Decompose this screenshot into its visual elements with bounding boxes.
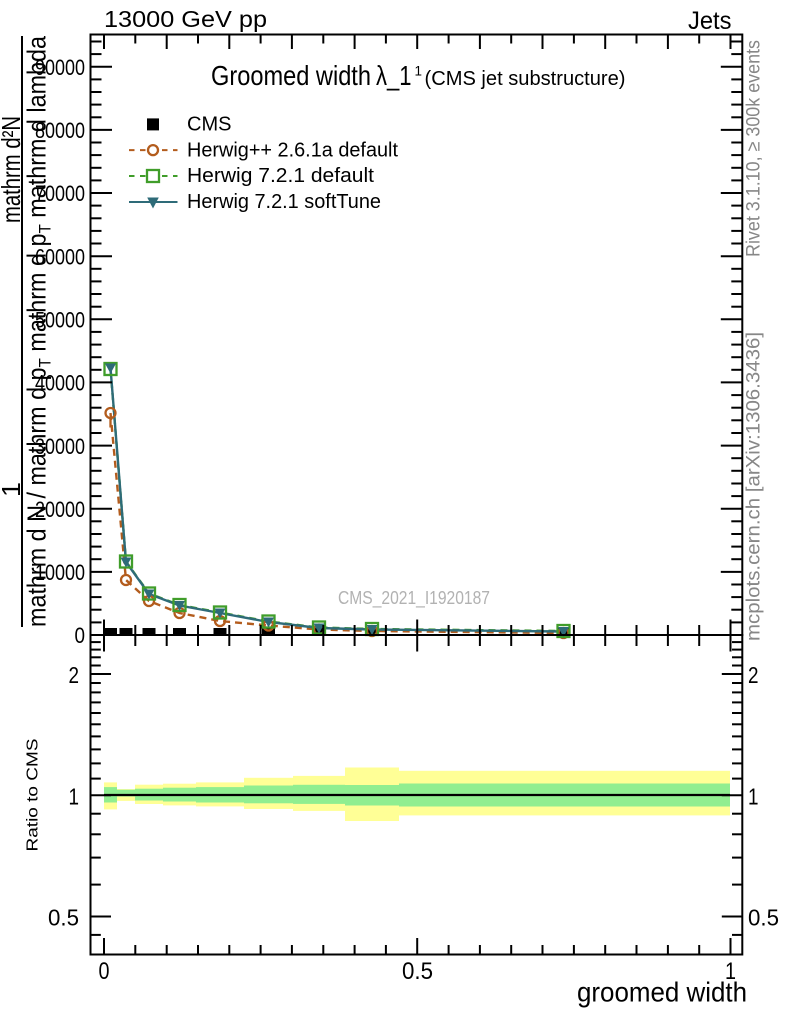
svg-text:0: 0 <box>99 958 110 985</box>
svg-text:CMS_2021_I1920187: CMS_2021_I1920187 <box>338 588 490 609</box>
svg-text:Herwig 7.2.1 softTune: Herwig 7.2.1 softTune <box>187 191 381 213</box>
svg-text:2: 2 <box>69 662 80 688</box>
svg-text:groomed width: groomed width <box>577 977 747 1008</box>
svg-text:80000: 80000 <box>35 118 85 143</box>
svg-text:10000: 10000 <box>35 560 85 585</box>
svg-text:1: 1 <box>725 958 736 985</box>
svg-text:Jets: Jets <box>688 7 732 35</box>
svg-text:λ_1: λ_1 <box>376 60 412 91</box>
svg-text:Groomed width: Groomed width <box>211 60 371 91</box>
svg-text:70000: 70000 <box>35 181 85 206</box>
svg-text:0.5: 0.5 <box>48 905 79 931</box>
svg-text:1: 1 <box>69 783 80 809</box>
svg-text:30000: 30000 <box>35 434 85 459</box>
svg-text:0.5: 0.5 <box>748 905 779 931</box>
svg-text:(CMS jet substructure): (CMS jet substructure) <box>425 68 626 90</box>
svg-text:13000 GeV pp: 13000 GeV pp <box>104 6 267 32</box>
svg-text:mathrm d N / mathrm d pT mathr: mathrm d N / mathrm d pT mathrm d pT mat… <box>22 36 55 627</box>
svg-text:Rivet 3.1.10, ≥ 300k events: Rivet 3.1.10, ≥ 300k events <box>744 40 765 257</box>
svg-text:1: 1 <box>415 63 423 79</box>
svg-text:2: 2 <box>748 662 759 688</box>
svg-text:1: 1 <box>748 783 759 809</box>
svg-text:20000: 20000 <box>35 497 85 522</box>
svg-text:0.5: 0.5 <box>402 958 433 985</box>
svg-text:90000: 90000 <box>35 55 85 80</box>
svg-text:Herwig++ 2.6.1a default: Herwig++ 2.6.1a default <box>187 139 398 161</box>
svg-text:50000: 50000 <box>35 308 85 333</box>
svg-text:Ratio to CMS: Ratio to CMS <box>25 739 42 852</box>
svg-text:0: 0 <box>75 623 86 648</box>
svg-text:CMS: CMS <box>187 114 231 136</box>
svg-text:Herwig 7.2.1 default: Herwig 7.2.1 default <box>187 165 374 187</box>
svg-text:mcplots.cern.ch [arXiv:1306.34: mcplots.cern.ch [arXiv:1306.3436] <box>744 332 765 641</box>
svg-text:60000: 60000 <box>35 244 85 269</box>
svg-text:40000: 40000 <box>35 371 85 396</box>
svg-text:mathrm d²N: mathrm d²N <box>0 116 26 223</box>
svg-text:1: 1 <box>0 482 26 497</box>
